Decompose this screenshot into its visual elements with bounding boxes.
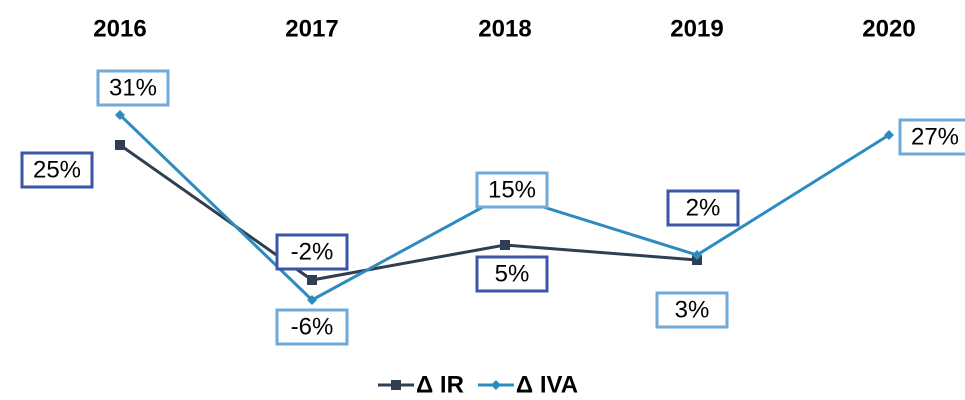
data-label-box — [96, 69, 170, 107]
marker — [500, 240, 510, 250]
marker — [307, 295, 317, 305]
data-label: 2% — [686, 194, 721, 221]
marker — [692, 250, 702, 260]
data-label: -2% — [291, 238, 334, 265]
marker — [115, 110, 125, 120]
x-tick-label: 2017 — [285, 15, 338, 42]
data-label-box — [275, 308, 349, 346]
data-label: 31% — [109, 74, 157, 101]
data-label-box — [666, 189, 740, 227]
marker — [884, 130, 894, 140]
x-tick-label: 2019 — [670, 15, 723, 42]
data-label: 15% — [488, 176, 536, 203]
data-label-box — [275, 233, 349, 271]
data-label-box — [20, 151, 94, 189]
x-tick-label: 2018 — [478, 15, 531, 42]
legend-marker — [490, 380, 501, 390]
data-label-box — [475, 255, 549, 293]
data-label: 27% — [911, 123, 959, 150]
x-tick-label: 2020 — [862, 15, 915, 42]
marker — [307, 275, 317, 285]
data-label: -6% — [291, 313, 334, 340]
data-label: 3% — [675, 296, 710, 323]
data-label-box — [475, 171, 549, 209]
data-label-box — [655, 291, 729, 329]
legend-label: Δ IR — [416, 371, 464, 398]
data-label: 5% — [495, 260, 530, 287]
series-line — [119, 143, 698, 282]
legend-label: Δ IVA — [516, 371, 578, 398]
data-label-box — [898, 118, 965, 156]
marker — [115, 140, 125, 150]
data-label: 25% — [33, 156, 81, 183]
x-tick-label: 2016 — [93, 15, 146, 42]
legend-marker — [391, 380, 401, 390]
